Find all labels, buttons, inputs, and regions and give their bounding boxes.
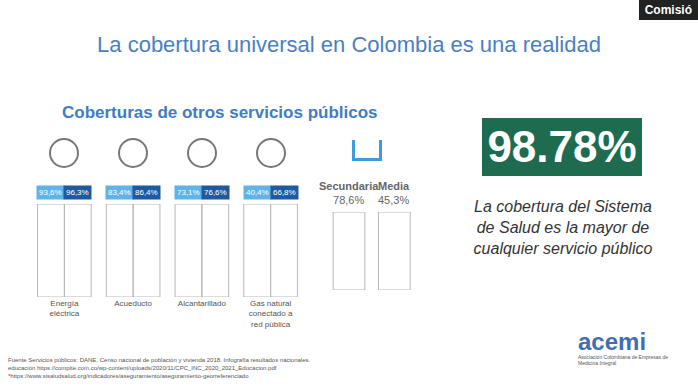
html-text:Fuente Servicios públicos: DAN: Fuente Servicios públicos: DANE. Censo n… xyxy=(8,357,311,363)
html-text:Asociación Colombiana de Empre: Asociación Colombiana de Empresas de Med… xyxy=(578,354,669,366)
svg-text:66,8%: 66,8% xyxy=(273,188,296,197)
html-text:Comisió: Comisió xyxy=(644,3,692,17)
html-text:*https://www.sisaludsalud.org/: *https://www.sisaludsalud.org/indicadore… xyxy=(8,373,249,379)
svg-text:83,4%: 83,4% xyxy=(108,188,131,197)
svg-text:73,1%: 73,1% xyxy=(177,188,200,197)
html-text:La cobertura universal en Colo: La cobertura universal en Colombia es un… xyxy=(97,32,601,57)
html-text:acemi: acemi xyxy=(578,328,647,355)
svg-text:76,6%: 76,6% xyxy=(204,188,227,197)
svg-text:40,4%: 40,4% xyxy=(246,188,269,197)
html-text:La cobertura del Sistema de Sa: La cobertura del Sistema de Salud es la … xyxy=(473,198,653,257)
svg-text:Media45,3%: Media45,3% xyxy=(378,180,410,206)
svg-text:96,3%: 96,3% xyxy=(66,188,89,197)
svg-text:Alcantarillado: Alcantarillado xyxy=(178,299,227,308)
svg-text:Acueducto: Acueducto xyxy=(114,299,152,308)
html-text:98.78%: 98.78% xyxy=(487,122,637,171)
svg-text:93,6%: 93,6% xyxy=(39,188,62,197)
svg-text:Energíaeléctrica: Energíaeléctrica xyxy=(49,299,79,318)
svg-text:Gas naturalconectado ared públ: Gas naturalconectado ared pública xyxy=(249,299,293,329)
svg-text:86,4%: 86,4% xyxy=(135,188,158,197)
svg-text:Secundaria78,6%: Secundaria78,6% xyxy=(319,180,379,206)
html-text:educación https://compite.com.: educación https://compite.com.co/wp-cont… xyxy=(8,365,277,371)
html-text:Coberturas de otros servicios: Coberturas de otros servicios públicos xyxy=(62,103,378,122)
